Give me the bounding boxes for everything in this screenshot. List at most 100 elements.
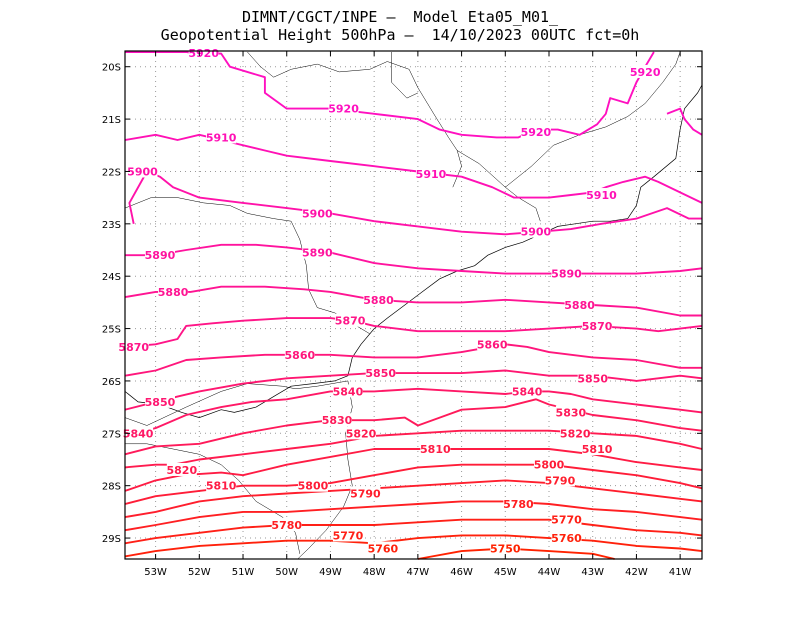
contour-label-bg <box>551 266 582 280</box>
contour-label-bg <box>350 486 381 500</box>
lon-tick-label: 41W <box>669 567 692 578</box>
contour-5780 <box>124 500 703 532</box>
height-contours <box>124 51 703 560</box>
contour-label: 5830 <box>556 406 587 419</box>
contour-label-bg <box>335 313 366 327</box>
contour-labels: 5920 5920 5920 5920 5910 5910 5910 5900 5900 5900… <box>118 46 661 556</box>
lon-tick-label: 53W <box>144 567 167 578</box>
lon-tick-label: 52W <box>188 567 211 578</box>
contour-label: 5820 <box>167 464 198 477</box>
contour-label-bg <box>127 164 158 178</box>
contour-label-bg <box>123 426 154 440</box>
contour-label: 5920 <box>630 66 661 79</box>
contour-label: 5850 <box>365 367 396 380</box>
contour-label: 5810 <box>206 480 237 493</box>
latitude-axis: 20S 21S 22S 23S 24S 25S 26S 27S 28S 29S <box>102 63 702 545</box>
contour-5920 <box>666 107 703 136</box>
contour-label: 5910 <box>586 189 617 202</box>
lon-tick-label: 47W <box>407 567 430 578</box>
contour-label-bg <box>551 531 582 545</box>
contour-5840 <box>124 387 703 437</box>
contour-label: 5860 <box>477 338 508 351</box>
lat-tick-label: 23S <box>102 220 121 231</box>
contour-label: 5790 <box>350 488 381 501</box>
contour-label-bg <box>630 64 661 78</box>
contour-label: 5840 <box>512 385 543 398</box>
contour-label: 5820 <box>346 427 377 440</box>
contour-label: 5900 <box>302 207 333 220</box>
contour-5860 <box>124 343 702 377</box>
contour-label: 5780 <box>271 519 302 532</box>
contour-label: 5860 <box>285 349 316 362</box>
contour-label-bg <box>332 528 363 542</box>
contour-label: 5800 <box>534 459 565 472</box>
contour-5900 <box>128 170 702 236</box>
contour-label: 5880 <box>363 294 394 307</box>
contour-label-bg <box>271 517 302 531</box>
contour-label-bg <box>302 206 333 220</box>
contour-5890 <box>125 243 703 275</box>
contour-label-bg <box>520 224 551 238</box>
contour-5810 <box>124 448 703 492</box>
title-line-2: Geopotential Height 500hPa – 14/10/2023 … <box>160 26 640 44</box>
lat-tick-label: 24S <box>102 272 121 283</box>
title-line-1: DIMNT/CGCT/INPE – Model Eta05_M01_ <box>241 8 559 26</box>
contour-label: 5800 <box>298 480 329 493</box>
contour-label: 5910 <box>416 168 447 181</box>
contour-label: 5790 <box>545 474 576 487</box>
contour-label: 5900 <box>521 226 552 239</box>
contour-label-bg <box>158 284 189 298</box>
contour-label-bg <box>346 426 377 440</box>
contour-label: 5900 <box>127 165 158 178</box>
contour-label-bg <box>302 245 333 259</box>
contour-5760 <box>124 534 703 558</box>
coastline <box>124 84 703 418</box>
contour-label: 5910 <box>206 131 237 144</box>
contour-label-bg <box>144 394 175 408</box>
lon-tick-label: 45W <box>494 567 517 578</box>
contour-label-bg <box>577 371 608 385</box>
contour-label: 5890 <box>302 247 333 260</box>
state-border <box>391 52 419 99</box>
contour-label: 5920 <box>188 47 219 60</box>
contour-5830 <box>124 398 703 456</box>
contour-label-bg <box>582 318 613 332</box>
contour-label: 5920 <box>328 103 359 116</box>
contour-label: 5890 <box>145 249 176 262</box>
contour-label-bg <box>206 478 237 492</box>
lat-tick-label: 22S <box>102 167 121 178</box>
contour-label: 5850 <box>577 372 608 385</box>
lon-tick-label: 42W <box>625 567 648 578</box>
state-border <box>345 380 353 486</box>
contour-label-bg <box>297 478 328 492</box>
longitude-axis: 53W 52W 51W 50W 49W 48W 47W 46W 45W 44W 43W 42W 41W <box>144 51 692 578</box>
contour-label: 5840 <box>333 385 364 398</box>
contour-label-bg <box>520 125 551 139</box>
contour-label-bg <box>560 426 591 440</box>
contour-label: 5820 <box>560 427 591 440</box>
contour-5750 <box>417 547 615 560</box>
contour-label: 5840 <box>123 427 154 440</box>
lat-tick-label: 29S <box>102 534 121 545</box>
contour-label-bg <box>188 46 219 60</box>
contour-label: 5810 <box>582 443 613 456</box>
contour-label-bg <box>363 292 394 306</box>
coastline-path <box>124 84 703 418</box>
contour-label: 5890 <box>551 268 582 281</box>
contour-label-bg <box>534 457 565 471</box>
contour-label-bg <box>555 405 586 419</box>
plot-frame <box>124 50 703 560</box>
lat-tick-label: 20S <box>102 63 121 74</box>
state-border <box>124 197 370 335</box>
contour-label-bg <box>477 337 508 351</box>
contour-label: 5760 <box>368 543 399 556</box>
lon-tick-label: 49W <box>319 567 342 578</box>
contour-label-bg <box>365 366 396 380</box>
contour-label: 5770 <box>551 514 582 527</box>
contour-label-bg <box>490 541 521 555</box>
contour-label-bg <box>415 167 446 181</box>
contour-label: 5920 <box>521 126 552 139</box>
lon-tick-label: 51W <box>232 567 255 578</box>
lon-tick-label: 50W <box>275 567 298 578</box>
contour-label: 5830 <box>322 414 353 427</box>
